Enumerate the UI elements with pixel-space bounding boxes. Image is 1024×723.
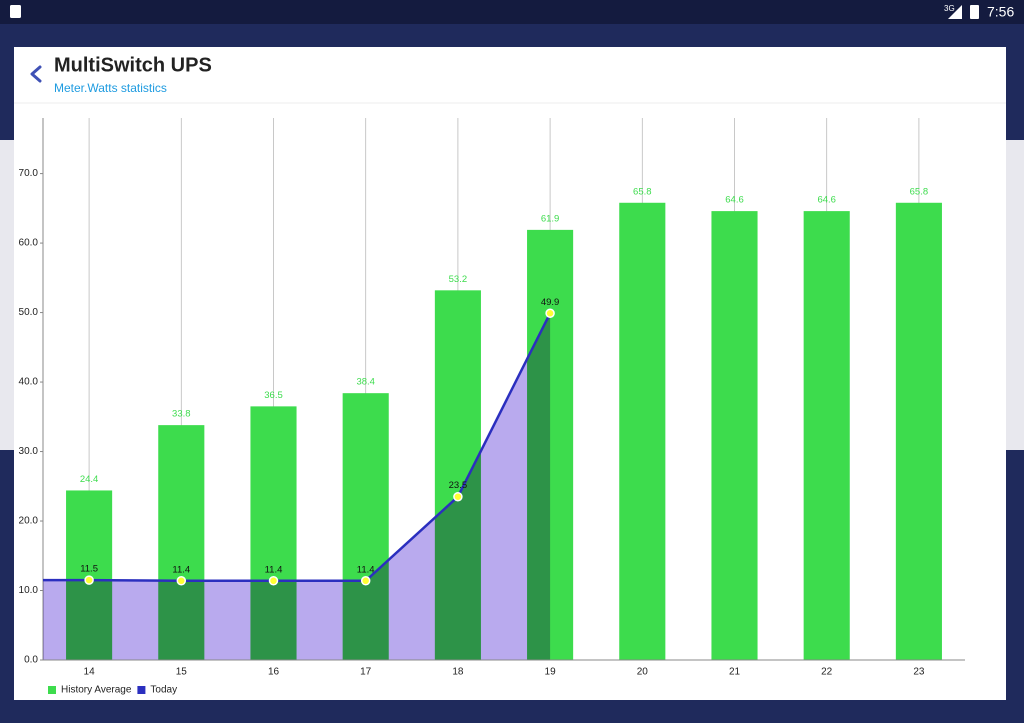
dialog-title: MultiSwitch UPS [54,54,212,76]
area [43,313,551,660]
dialog-subtitle: Meter.Watts statistics [54,81,167,95]
y-tick-label: 10.0 [19,585,39,596]
data-label: 24.4 [80,474,99,485]
bar [619,202,666,660]
background-card [0,140,14,450]
data-label: 11.4 [265,564,283,575]
bar [711,211,758,660]
data-label: 65.8 [633,186,652,197]
data-label: 64.6 [725,195,744,206]
y-tick-label: 20.0 [19,516,39,527]
point [268,576,279,586]
bar [895,202,942,660]
data-label: 11.4 [172,564,190,575]
x-tick-label: 16 [268,667,280,678]
chart: 0.0 10.0 20.0 30.0 40.0 50.0 60.0 70.0 14 15 16 17 1… [19,118,965,696]
y-tick-label: 60.0 [19,238,39,249]
point [453,491,463,502]
legend-swatch [48,686,56,694]
point [84,575,94,585]
data-label: 53.2 [449,274,468,285]
data-label: 65.8 [910,186,929,197]
data-label: 11.4 [357,564,375,575]
data-label: 61.9 [541,213,560,224]
data-label: 11.5 [80,564,98,575]
data-label: 64.6 [817,195,836,206]
bar [803,211,850,660]
x-tick-label: 18 [452,667,464,678]
point [176,576,187,586]
point [545,308,555,319]
data-label: 49.9 [541,297,560,308]
x-tick-label: 15 [176,667,188,678]
y-tick-label: 30.0 [19,446,39,457]
x-tick-label: 23 [913,667,925,678]
y-tick-label: 70.0 [19,168,39,179]
x-tick-label: 17 [360,667,372,678]
data-label: 23.5 [449,480,468,491]
legend-label: Today [150,685,177,696]
status-bar [0,0,1024,24]
data-label: 33.8 [172,409,191,420]
clock: 7:56 [987,4,1014,20]
legend-swatch [137,686,146,694]
signal-icon [948,5,962,19]
back-button[interactable] [30,65,42,83]
battery-icon [970,5,979,19]
x-tick-label: 14 [84,667,96,678]
y-tick-label: 40.0 [19,377,39,388]
legend-label: History Average [61,685,132,696]
y-tick-label: 50.0 [19,307,39,318]
line [89,312,552,583]
point [360,576,371,586]
background-card [1006,140,1024,450]
x-tick-label: 21 [729,667,741,678]
y-tick-label: 0.0 [24,655,38,666]
x-tick-label: 19 [545,667,557,678]
sd-card-icon [10,5,21,18]
data-label: 36.5 [264,390,283,401]
data-label: 38.4 [356,377,375,388]
x-tick-label: 20 [637,667,649,678]
x-tick-label: 22 [821,667,833,678]
network-type: 3G [944,4,955,13]
